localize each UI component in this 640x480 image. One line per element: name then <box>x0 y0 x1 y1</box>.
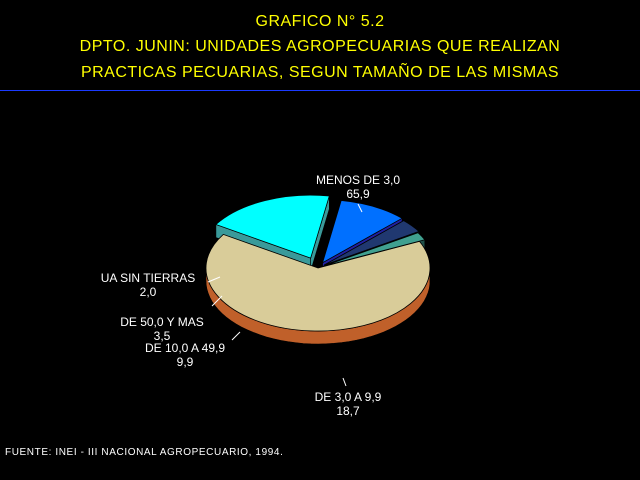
slice-value-1: 18,7 <box>336 404 360 418</box>
leader-line-2 <box>231 331 241 341</box>
slice-value-4: 2,0 <box>140 285 157 299</box>
pie-slice-3 <box>324 220 420 266</box>
slice-label-1: DE 3,0 A 9,9 <box>315 390 382 404</box>
slice-value-2: 9,9 <box>177 355 194 369</box>
chart-title: GRAFICO N° 5.2 <box>255 13 385 30</box>
pie-slice-0 <box>205 233 431 332</box>
chart-subtitle-line-2: PRACTICAS PECUARIAS, SEGUN TAMAÑO DE LAS… <box>80 64 560 81</box>
slice-label-4: UA SIN TIERRAS <box>101 271 195 285</box>
leader-line-4 <box>207 276 221 283</box>
title-divider <box>0 90 640 91</box>
pie-slice-1 <box>215 194 330 259</box>
slice-value-3: 3,5 <box>154 329 171 343</box>
leader-line-3 <box>211 295 223 307</box>
pie-slice-2 <box>321 200 403 264</box>
chart-subtitle-line-1: DPTO. JUNIN: UNIDADES AGROPECUARIAS QUE … <box>79 38 561 55</box>
slice-value-0: 65,9 <box>346 187 370 201</box>
source-note: FUENTE: INEI - III NACIONAL AGROPECUARIO… <box>5 447 284 458</box>
slice-label-0: MENOS DE 3,0 <box>316 173 400 187</box>
leader-line-1 <box>342 377 347 387</box>
pie-slice-4 <box>323 232 426 267</box>
slice-label-2: DE 10,0 A 49,9 <box>145 341 225 355</box>
slice-label-3: DE 50,0 Y MAS <box>120 315 204 329</box>
leader-line-0 <box>357 203 363 213</box>
